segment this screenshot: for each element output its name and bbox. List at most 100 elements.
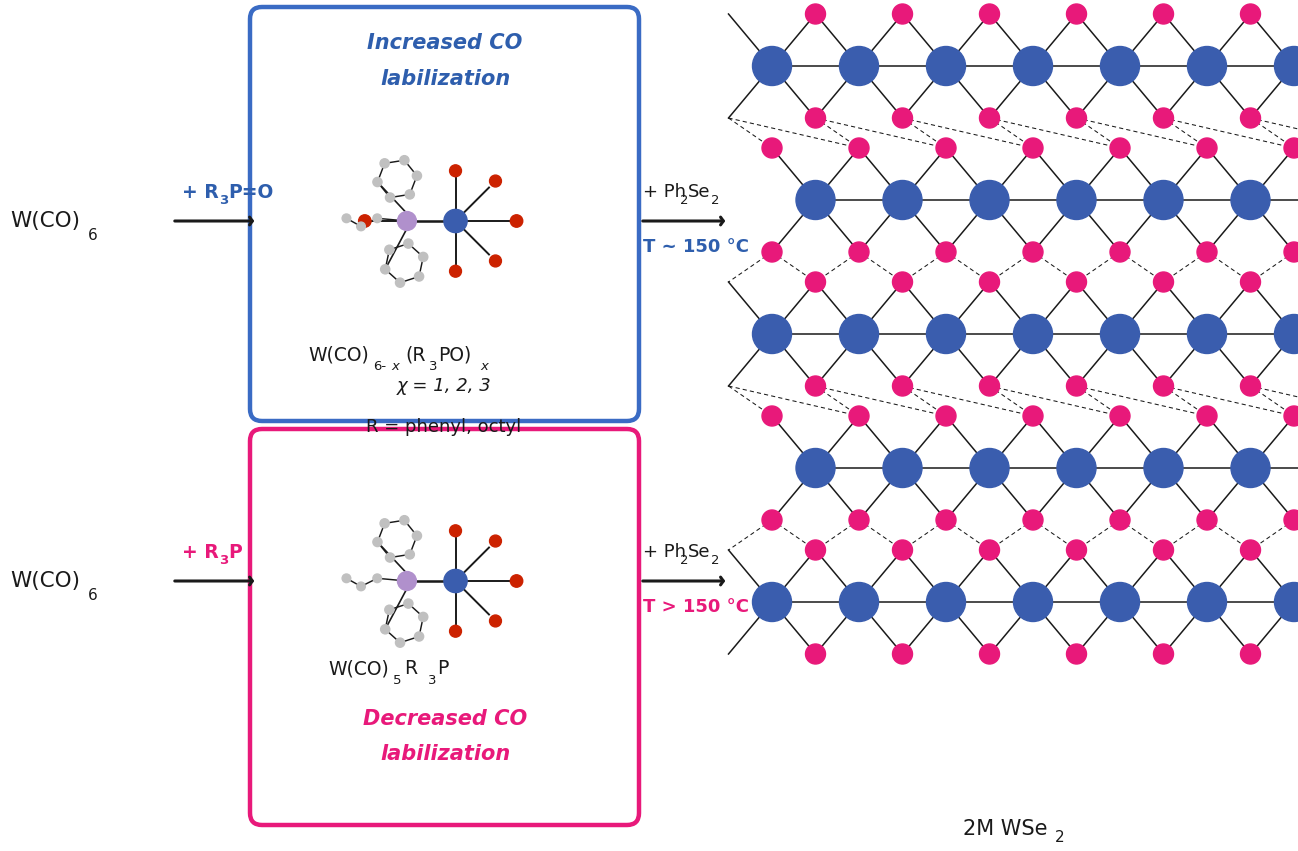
- Circle shape: [806, 376, 826, 396]
- Circle shape: [1231, 180, 1269, 220]
- Text: 2: 2: [1055, 831, 1064, 846]
- Text: Increased CO: Increased CO: [367, 33, 523, 53]
- Circle shape: [405, 550, 414, 559]
- Circle shape: [762, 406, 781, 426]
- Circle shape: [380, 519, 389, 528]
- Text: W(CO): W(CO): [308, 346, 369, 364]
- Text: 5: 5: [393, 673, 401, 687]
- Text: 2: 2: [711, 195, 719, 208]
- Text: P: P: [228, 542, 241, 562]
- Circle shape: [936, 510, 957, 530]
- Circle shape: [927, 315, 966, 353]
- Circle shape: [413, 171, 422, 180]
- Circle shape: [397, 572, 417, 591]
- Text: 6-: 6-: [373, 359, 386, 373]
- Text: 6: 6: [88, 589, 97, 603]
- Circle shape: [1110, 406, 1131, 426]
- Circle shape: [1014, 582, 1053, 621]
- Circle shape: [840, 582, 879, 621]
- FancyBboxPatch shape: [251, 7, 639, 421]
- Circle shape: [1197, 406, 1218, 426]
- Circle shape: [1241, 108, 1260, 128]
- Circle shape: [1014, 47, 1053, 85]
- Circle shape: [980, 644, 999, 664]
- Circle shape: [1023, 406, 1044, 426]
- Circle shape: [970, 448, 1009, 488]
- Circle shape: [806, 540, 826, 560]
- Circle shape: [404, 239, 413, 248]
- Circle shape: [762, 138, 781, 158]
- Circle shape: [413, 531, 422, 540]
- Text: 2: 2: [680, 195, 688, 208]
- Text: + Ph: + Ph: [643, 543, 687, 561]
- Circle shape: [1101, 47, 1140, 85]
- Circle shape: [1188, 47, 1227, 85]
- Circle shape: [980, 272, 999, 292]
- Text: Se: Se: [688, 543, 710, 561]
- Text: x: x: [480, 359, 488, 373]
- Text: P=O: P=O: [228, 182, 274, 202]
- Circle shape: [1241, 4, 1260, 24]
- Text: T ~ 150 °C: T ~ 150 °C: [643, 238, 749, 256]
- Circle shape: [1231, 448, 1269, 488]
- Circle shape: [400, 156, 409, 165]
- Text: 3: 3: [428, 673, 436, 687]
- Circle shape: [396, 278, 405, 288]
- Circle shape: [849, 510, 868, 530]
- Circle shape: [1014, 315, 1053, 353]
- Circle shape: [806, 108, 826, 128]
- Circle shape: [400, 516, 409, 525]
- Circle shape: [357, 582, 365, 591]
- Text: 3: 3: [219, 553, 228, 567]
- Circle shape: [936, 138, 957, 158]
- Circle shape: [1067, 272, 1086, 292]
- Circle shape: [1284, 242, 1298, 262]
- Text: 2: 2: [711, 555, 719, 568]
- Circle shape: [384, 245, 395, 254]
- Circle shape: [849, 406, 868, 426]
- Circle shape: [1144, 448, 1182, 488]
- Circle shape: [358, 214, 371, 227]
- Circle shape: [840, 315, 879, 353]
- Circle shape: [883, 180, 922, 220]
- Circle shape: [927, 582, 966, 621]
- Circle shape: [1188, 315, 1227, 353]
- Text: 6: 6: [88, 229, 97, 243]
- Circle shape: [373, 574, 382, 583]
- Text: 2: 2: [680, 555, 688, 568]
- Circle shape: [893, 272, 912, 292]
- Circle shape: [449, 525, 462, 537]
- Circle shape: [380, 265, 389, 274]
- Circle shape: [1101, 315, 1140, 353]
- Text: W(CO): W(CO): [10, 211, 80, 231]
- Text: x: x: [391, 359, 398, 373]
- Circle shape: [970, 180, 1009, 220]
- Circle shape: [380, 625, 389, 634]
- Text: 2M WSe: 2M WSe: [963, 819, 1047, 839]
- Circle shape: [893, 4, 912, 24]
- Circle shape: [357, 222, 365, 231]
- Circle shape: [1067, 108, 1086, 128]
- Circle shape: [414, 632, 423, 641]
- Circle shape: [1154, 4, 1173, 24]
- Circle shape: [1154, 540, 1173, 560]
- Circle shape: [343, 214, 350, 223]
- Circle shape: [806, 272, 826, 292]
- FancyBboxPatch shape: [251, 429, 639, 825]
- Circle shape: [1067, 376, 1086, 396]
- Circle shape: [386, 193, 395, 203]
- Circle shape: [510, 574, 523, 587]
- Circle shape: [419, 253, 428, 261]
- Circle shape: [510, 214, 523, 227]
- Circle shape: [1154, 376, 1173, 396]
- Circle shape: [489, 535, 501, 547]
- Circle shape: [397, 212, 417, 231]
- Circle shape: [449, 165, 462, 177]
- Text: W(CO): W(CO): [328, 660, 388, 678]
- Circle shape: [1101, 582, 1140, 621]
- Text: R: R: [404, 660, 417, 678]
- Circle shape: [449, 625, 462, 637]
- Circle shape: [1241, 272, 1260, 292]
- Circle shape: [762, 510, 781, 530]
- Circle shape: [1110, 242, 1131, 262]
